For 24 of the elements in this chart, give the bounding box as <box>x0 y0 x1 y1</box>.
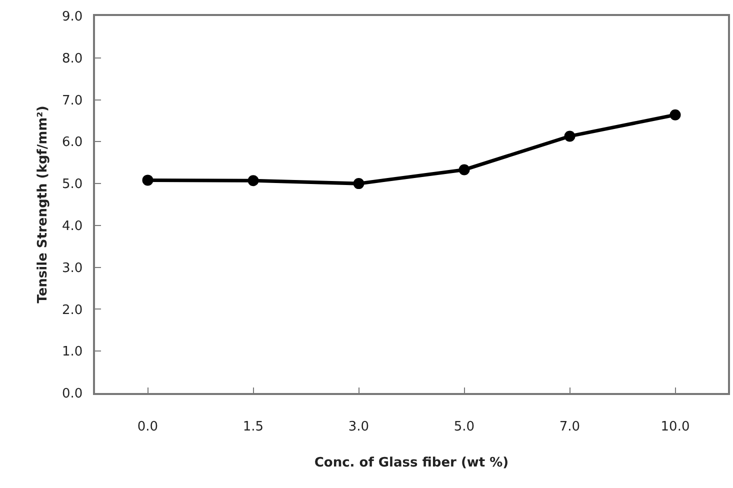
point <box>458 164 470 176</box>
x-axis-title: Conc. of Glass fiber (wt %) <box>314 455 509 470</box>
y-tick-label: 6.0 <box>62 135 83 150</box>
y-tick-label: 1.0 <box>62 344 83 360</box>
x-tick-label: 0.0 <box>137 419 158 434</box>
y-tick-label: 7.0 <box>62 93 83 108</box>
y-tick-label: 9.0 <box>62 10 83 25</box>
y-tick-label: 2.0 <box>62 302 83 318</box>
y-tick-label: 0.0 <box>62 386 83 402</box>
x-tick-label: 3.0 <box>348 419 370 434</box>
y-tick-label: 4.0 <box>62 218 83 234</box>
point <box>670 109 681 120</box>
y-axis-title: Tensile Strength (kgf/mm²) <box>35 106 50 304</box>
x-tick-label: 5.0 <box>454 419 475 434</box>
y-tick-label: 8.0 <box>62 51 83 66</box>
y-tick-label: 3.0 <box>62 260 83 276</box>
point <box>142 174 154 186</box>
x-tick-label: 7.0 <box>559 419 580 434</box>
x-tick-label: 10.0 <box>660 419 690 434</box>
point <box>353 178 364 190</box>
point <box>248 175 259 186</box>
point <box>564 130 576 142</box>
y-tick-label: 5.0 <box>62 177 83 192</box>
x-tick-label: 1.5 <box>242 419 264 434</box>
